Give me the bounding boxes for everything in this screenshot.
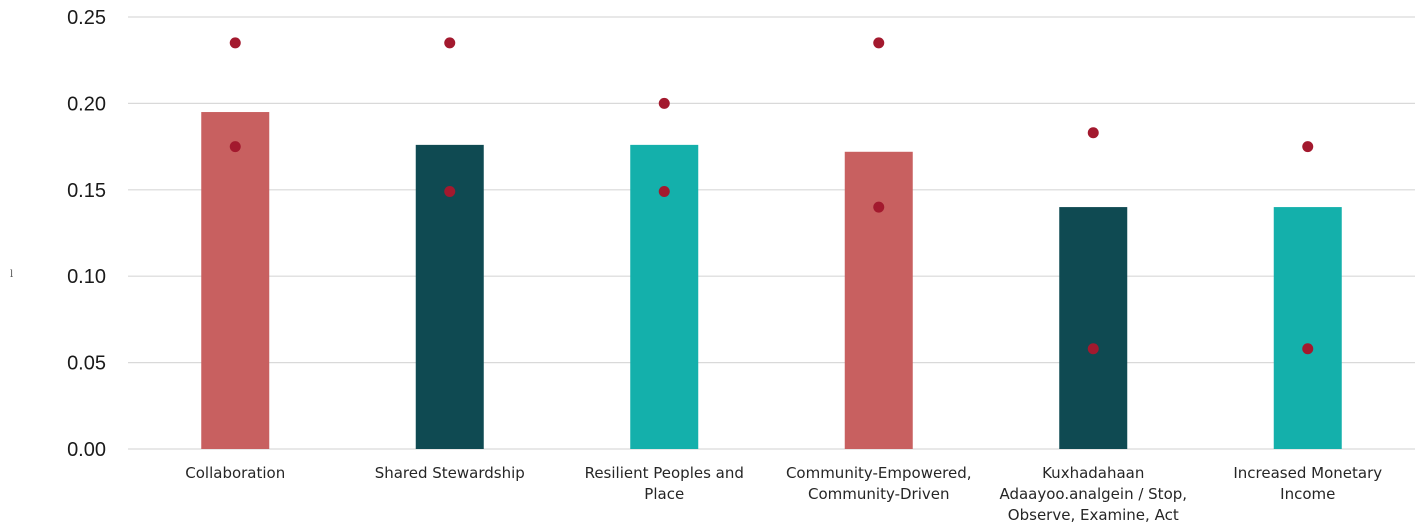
y-axis-tick-labels: 0.00 0.05 0.10 0.15 0.20 0.25 [67, 7, 106, 461]
x-tick-label: Community-Empowered, Community-Driven [786, 464, 972, 503]
scatter-point [444, 37, 456, 49]
x-tick-label: Kuxhadahaan Adaayoo.analgein / Stop, Obser… [999, 464, 1187, 524]
y-tick-label: 0.20 [67, 93, 106, 115]
scatter-point [873, 201, 885, 213]
bar [1059, 207, 1128, 449]
x-tick-label-line: Income [1280, 485, 1335, 503]
scatter-point [658, 97, 670, 109]
scatter-point [444, 186, 456, 198]
x-tick-label-line: Community-Driven [808, 485, 949, 503]
x-tick-label-line: Community-Empowered, [786, 464, 972, 482]
x-tick-label-line: Kuxhadahaan [1042, 464, 1144, 482]
scatter-point [1302, 141, 1314, 153]
scatter-points [229, 37, 1314, 355]
scatter-point [229, 141, 241, 153]
bar [201, 112, 270, 449]
bar [1273, 207, 1342, 449]
scatter-point [658, 186, 670, 198]
bar [844, 151, 913, 449]
x-tick-label: Collaboration [185, 464, 285, 482]
x-tick-label-line: Place [644, 485, 684, 503]
gridlines [128, 16, 1415, 450]
scatter-point [873, 37, 885, 49]
scatter-point [229, 37, 241, 49]
x-tick-label: Increased Monetary Income [1233, 464, 1382, 503]
y-tick-label: 0.15 [67, 180, 106, 202]
scatter-point [1087, 127, 1099, 139]
x-tick-label: Resilient Peoples and Place [585, 464, 744, 503]
x-tick-label-line: Adaayoo.analgein / Stop, [999, 485, 1187, 503]
y-tick-label: 0.00 [67, 439, 106, 461]
x-tick-label-line: Collaboration [185, 464, 285, 482]
x-tick-label-line: Increased Monetary [1233, 464, 1382, 482]
x-axis-tick-labels: Collaboration Shared Stewardship Resilient… [185, 464, 1382, 524]
x-tick-label-line: Shared Stewardship [375, 464, 525, 482]
y-tick-label: 0.10 [67, 266, 106, 288]
y-tick-label: 0.25 [67, 7, 106, 29]
scatter-point [1302, 343, 1314, 355]
bars [201, 112, 1342, 449]
x-tick-label: Shared Stewardship [375, 464, 525, 482]
stray-mark: l [10, 269, 13, 280]
scatter-point [1087, 343, 1099, 355]
y-tick-label: 0.05 [67, 353, 106, 375]
x-tick-label-line: Resilient Peoples and [585, 464, 744, 482]
x-tick-label-line: Observe, Examine, Act [1008, 506, 1179, 524]
